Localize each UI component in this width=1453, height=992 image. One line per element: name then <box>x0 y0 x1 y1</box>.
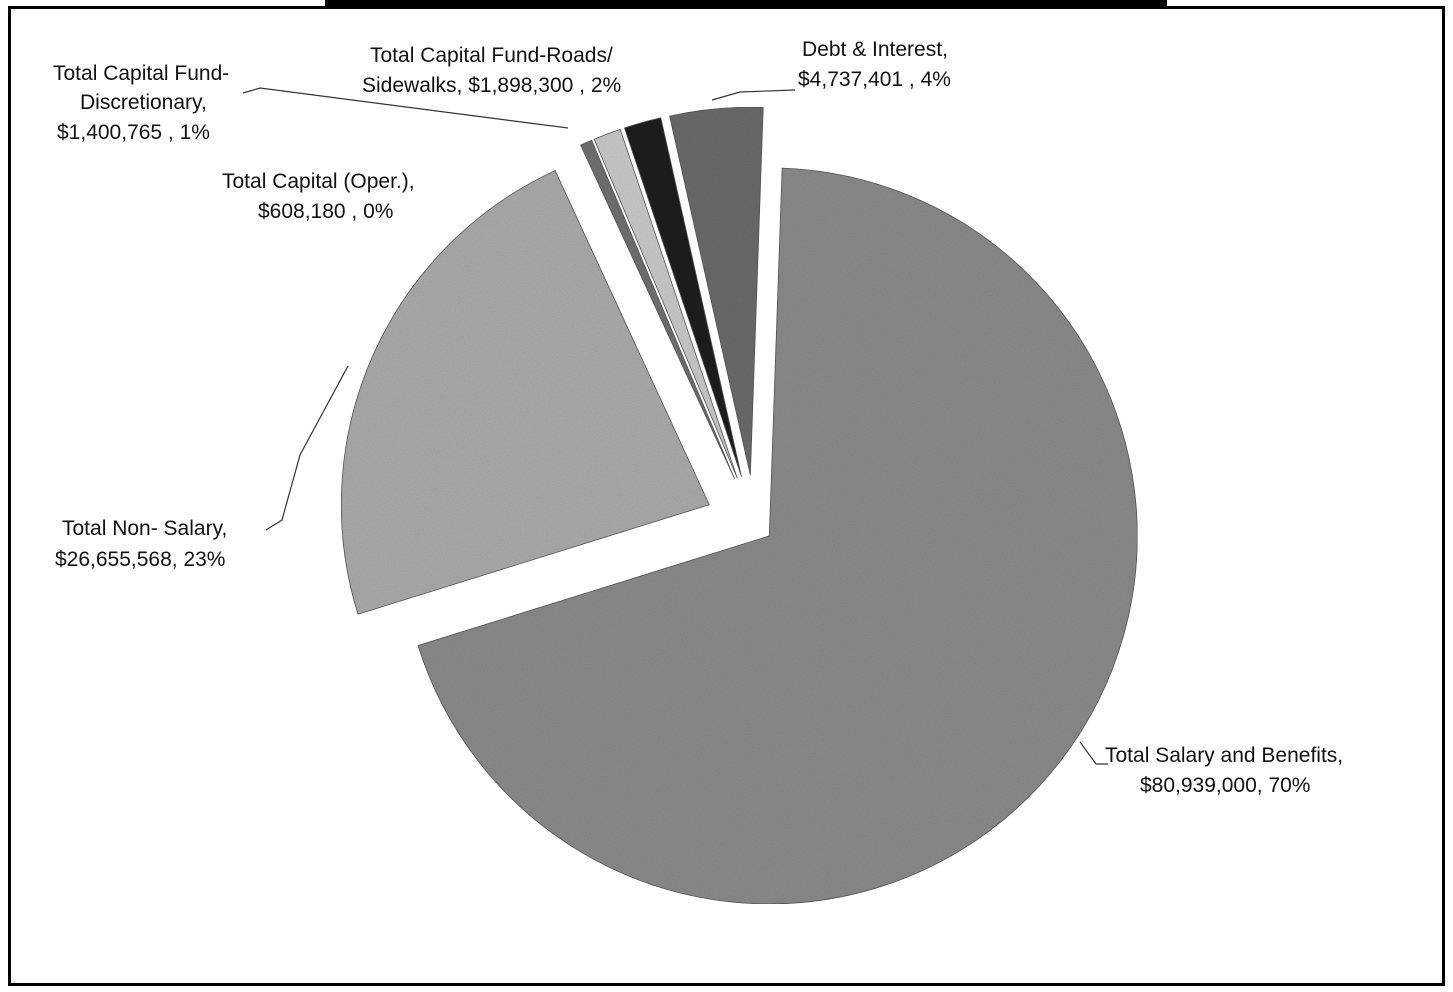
label-debt-value: $4,737,401 , 4% <box>798 68 951 91</box>
label-discretionary-line2: Discretionary, <box>80 91 207 114</box>
label-nonsalary-name: Total Non- Salary, <box>62 517 227 540</box>
slice-capital-oper <box>580 139 736 480</box>
leader-line-discretionary <box>242 87 569 129</box>
label-discretionary: Total Capital Fund- Discretionary, $1,40… <box>53 62 229 144</box>
leader-line-nonsalary <box>265 365 349 531</box>
label-discretionary-line1: Total Capital Fund- <box>53 62 229 85</box>
label-salary: Total Salary and Benefits, $80,939,000, … <box>1105 744 1343 797</box>
slice-debt-interest <box>669 106 764 476</box>
slice-capital-discretionary <box>593 128 738 479</box>
label-capoper-name: Total Capital (Oper.), <box>222 170 415 193</box>
label-discretionary-value: $1,400,765 , 1% <box>57 121 210 144</box>
label-nonsalary: Total Non- Salary, $26,655,568, 23% <box>55 517 227 571</box>
label-roads: Total Capital Fund-Roads/ Sidewalks, $1,… <box>362 44 621 97</box>
slice-capital-roads <box>623 117 742 477</box>
label-roads-line2: Sidewalks, $1,898,300 , 2% <box>362 74 621 97</box>
slice-salary-benefits <box>417 167 1138 905</box>
leader-line-salary <box>1079 741 1108 765</box>
label-debt: Debt & Interest, $4,737,401 , 4% <box>798 38 951 91</box>
label-capoper: Total Capital (Oper.), $608,180 , 0% <box>222 170 415 223</box>
top-bar <box>325 0 1167 9</box>
label-debt-name: Debt & Interest, <box>802 38 948 61</box>
label-salary-name: Total Salary and Benefits, <box>1105 744 1343 767</box>
leader-line-debt <box>711 89 796 101</box>
label-nonsalary-value: $26,655,568, 23% <box>55 548 225 571</box>
slice-non-salary <box>340 170 710 615</box>
label-roads-line1: Total Capital Fund-Roads/ <box>370 44 613 67</box>
label-capoper-value: $608,180 , 0% <box>258 200 393 223</box>
label-salary-value: $80,939,000, 70% <box>1140 774 1310 797</box>
